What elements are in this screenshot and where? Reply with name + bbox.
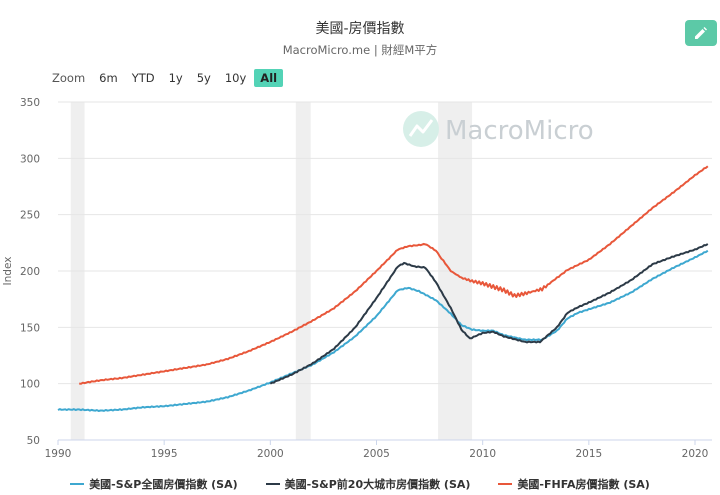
y-tick-label-300: 300 [20,153,40,165]
legend-item-sp-national[interactable]: 美國-S&P全國房價指數 (SA) [70,476,238,492]
legend-item-fhfa[interactable]: 美國-FHFA房價指數 (SA) [498,476,650,492]
y-tick-label-200: 200 [20,266,40,278]
y-tick-label-100: 100 [20,379,40,391]
watermark: MacroMicro [403,111,594,147]
grid-lines [58,101,712,385]
x-axis-ticks: 1990 1995 2000 2005 2010 2015 2020 [45,440,709,460]
y-tick-label-150: 150 [20,322,40,334]
legend-label: 美國-S&P全國房價指數 (SA) [89,478,238,491]
zoom-label: Zoom [52,71,86,85]
zoom-all-button[interactable]: All [254,69,284,87]
x-tick-label-2005: 2005 [363,448,390,460]
x-tick-label-1995: 1995 [151,448,178,460]
x-tick-label-2000: 2000 [257,448,284,460]
x-tick-label-2020: 2020 [682,448,709,460]
edit-button[interactable] [685,20,717,46]
zoom-5y-button[interactable]: 5y [196,71,211,85]
legend: 美國-S&P全國房價指數 (SA) 美國-S&P前20大城市房價指數 (SA) … [0,476,720,492]
x-tick-label-2015: 2015 [575,448,602,460]
y-tick-label-350: 350 [20,97,40,109]
legend-item-sp-20city[interactable]: 美國-S&P前20大城市房價指數 (SA) [265,476,471,492]
x-tick-label-1990: 1990 [45,448,72,460]
x-tick-label-2010: 2010 [469,448,496,460]
legend-swatch [498,483,513,485]
zoom-6m-button[interactable]: 6m [99,71,118,85]
zoom-10y-button[interactable]: 10y [224,71,247,85]
watermark-text: MacroMicro [445,116,594,146]
chart-subtitle: MacroMicro.me | 財經M平方 [282,43,438,57]
legend-label: 美國-S&P前20大城市房價指數 (SA) [284,478,471,491]
y-tick-label-50: 50 [27,435,40,447]
zoom-1y-button[interactable]: 1y [168,71,183,85]
y-tick-label-250: 250 [20,210,40,222]
series-lines [57,165,709,412]
y-axis-label: Index [2,257,14,286]
legend-label: 美國-FHFA房價指數 (SA) [517,478,650,491]
series-line-2[interactable] [79,165,709,385]
zoom-bar: Zoom 6m YTD 1y 5y 10y All [52,67,285,89]
line-chart: MacroMicro 50 100 150 200 250 300 350 1990 1995… [2,97,712,460]
series-line-0[interactable] [57,249,709,412]
series-line-1[interactable] [269,243,709,385]
legend-swatch [265,483,280,485]
y-axis-ticks: 50 100 150 200 250 300 350 [20,97,40,447]
pencil-icon [695,27,707,39]
legend-swatch [70,483,85,485]
zoom-ytd-button[interactable]: YTD [131,71,155,85]
macromicro-logo-mark [408,119,434,137]
chart-title: 美國-房價指數 [315,21,405,37]
